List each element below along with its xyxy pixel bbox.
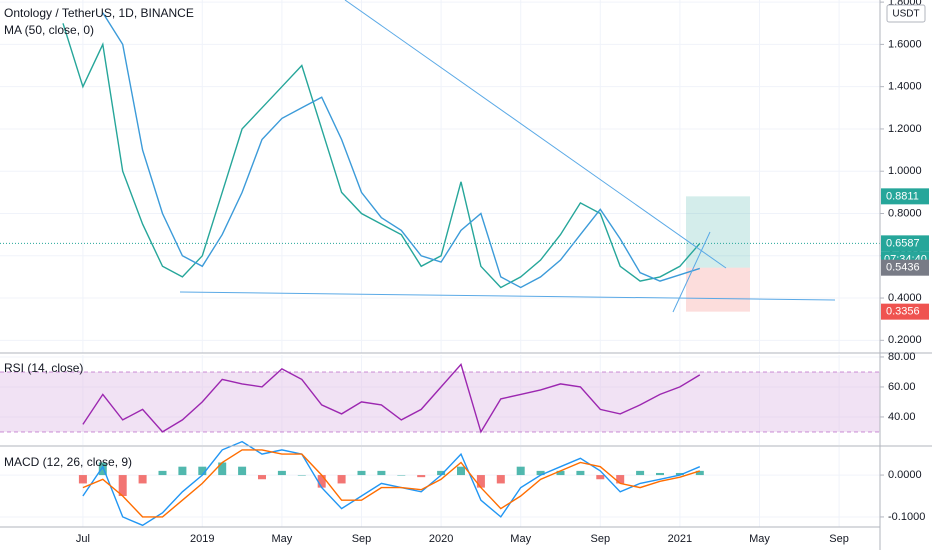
histogram-bar (616, 475, 625, 484)
trendline (672, 231, 711, 313)
histogram-bar (178, 466, 187, 476)
y-tick-label: 1.8000 (888, 0, 922, 8)
histogram-bar (516, 466, 525, 476)
histogram-bar (218, 462, 227, 476)
histogram-bar (636, 470, 645, 476)
histogram-bar (297, 475, 306, 476)
histogram-bar (576, 470, 585, 476)
price-label: 0.3356 (886, 306, 920, 318)
histogram-bar (496, 475, 505, 484)
x-tick-label: Jul (76, 533, 90, 545)
x-tick-label: May (272, 533, 293, 545)
series-line (82, 449, 701, 518)
histogram-bar (695, 470, 704, 476)
x-tick-label: Sep (829, 533, 849, 545)
histogram-bar (138, 475, 147, 484)
histogram-bar (437, 470, 446, 476)
x-tick-label: 2021 (668, 533, 692, 545)
rsi-legend: RSI (14, close) (4, 361, 83, 375)
y-tick-label: 60.00 (888, 381, 916, 393)
chart-title: Ontology / TetherUS, 1D, BINANCE (4, 6, 194, 20)
histogram-bar (656, 472, 664, 476)
x-tick-label: May (510, 533, 531, 545)
ma-legend: MA (50, close, 0) (4, 23, 94, 37)
y-tick-label: 1.6000 (888, 38, 922, 50)
histogram-bar (337, 475, 346, 484)
price-label-box (881, 303, 929, 320)
rsi-band (0, 371, 880, 432)
x-tick-label: Sep (352, 533, 372, 545)
y-tick-label: 0.4000 (888, 292, 922, 304)
marks (0, 12, 880, 527)
histogram-bar (357, 470, 366, 476)
price-label-box (881, 188, 929, 205)
macd-legend: MACD (12, 26, close, 9) (4, 455, 132, 469)
currency-box[interactable] (886, 4, 926, 23)
y-tick-label: -0.1000 (888, 511, 925, 523)
histogram-bar (277, 470, 286, 476)
y-tick-label: 1.0000 (888, 165, 922, 177)
y-tick-label: 80.00 (888, 351, 916, 363)
series-line (102, 12, 701, 289)
histogram-bar (198, 466, 207, 476)
histogram-bar (377, 470, 386, 476)
histogram-bar (397, 475, 406, 476)
price-label: 0.8811 (886, 190, 919, 202)
histogram-bar (476, 475, 485, 488)
axis-labels: Jul 2019 May Sep 2020 May Sep 2021 May Sep 0.2000 0… (76, 0, 929, 545)
series-line (82, 440, 701, 527)
y-tick-label: 1.4000 (888, 81, 922, 93)
x-tick-label: 2020 (429, 533, 453, 545)
histogram-bar (556, 470, 565, 476)
price-label: 0.6587 (886, 237, 920, 249)
histogram-bar (675, 472, 684, 476)
y-tick-label: 0.0000 (888, 469, 922, 481)
histogram-bar (158, 470, 167, 476)
histogram-bar (258, 475, 266, 480)
histogram-bar (417, 475, 426, 478)
series-line (82, 362, 701, 434)
histogram-bar (238, 466, 247, 476)
price-label: 0.5436 (886, 262, 920, 274)
y-tick-label: 1.2000 (888, 123, 922, 135)
price-label-box (881, 259, 929, 276)
trendline (179, 291, 836, 301)
y-tick-label: 0.8000 (888, 207, 922, 219)
price-label-box (881, 235, 929, 252)
trendline (344, 0, 727, 269)
histogram-bar (596, 475, 605, 480)
currency[interactable]: USDT (892, 9, 919, 20)
profit-zone (686, 196, 750, 268)
histogram-bar (118, 475, 127, 497)
x-tick-label: 2019 (190, 533, 214, 545)
histogram-bar (457, 466, 465, 476)
loss-zone (686, 267, 750, 312)
y-tick-label: 40.00 (888, 411, 916, 423)
x-tick-label: Sep (591, 533, 611, 545)
histogram-bar (78, 475, 87, 484)
series-line (62, 23, 701, 289)
histogram-bar (536, 470, 545, 476)
grid (0, 0, 880, 527)
histogram-bar (98, 462, 107, 476)
histogram-bar (317, 475, 326, 488)
x-tick-label: May (749, 533, 770, 545)
y-tick-label: 0.2000 (888, 334, 922, 346)
